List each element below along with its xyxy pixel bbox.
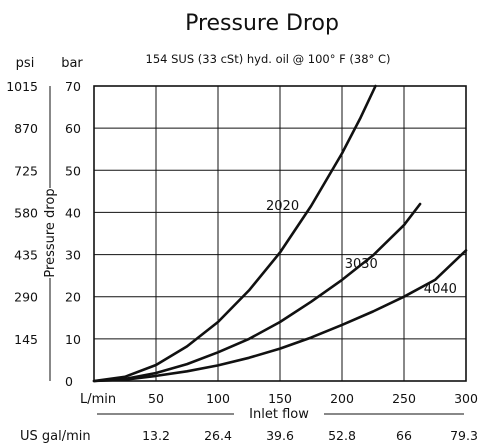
x-tick-label: 250 [392, 391, 416, 406]
y-axis-label: Pressure drop [43, 188, 58, 277]
bar-tick-label: 0 [65, 374, 73, 389]
psi-tick-label: 580 [14, 205, 38, 220]
x-tick-label: 150 [268, 391, 292, 406]
x-secondary-tick-label: 66 [396, 428, 412, 443]
bar-tick-label: 60 [65, 121, 81, 136]
x-tick-label: 100 [206, 391, 230, 406]
psi-axis-line [42, 86, 58, 381]
bar-tick-label: 20 [65, 290, 81, 305]
x-secondary-tick-label: 52.8 [328, 428, 356, 443]
series-label-3030: 3030 [345, 257, 378, 272]
x-unit-primary: L/min [80, 392, 116, 407]
series-line-3030 [92, 202, 422, 383]
x-tick-label: 50 [148, 391, 164, 406]
x-secondary-tick-labels: 13.2 26.4 39.6 52.8 66 79.3 [142, 428, 478, 443]
x-tick-label: 200 [330, 391, 354, 406]
x-secondary-tick-label: 13.2 [142, 428, 170, 443]
chart-subtitle: 154 SUS (33 cSt) hyd. oil @ 100° F (38° … [146, 52, 391, 66]
grid-lines [93, 85, 467, 382]
y-label-background [42, 188, 58, 278]
psi-tick-label: 870 [14, 121, 38, 136]
series-label-4040: 4040 [424, 282, 457, 297]
x-secondary-tick-label: 39.6 [266, 428, 294, 443]
series-line-4040 [92, 249, 468, 383]
y-unit-left-psi: psi [16, 56, 35, 71]
psi-tick-label: 145 [14, 332, 38, 347]
series-label-2020: 2020 [266, 199, 299, 214]
x-secondary-tick-label: 26.4 [204, 428, 232, 443]
series-lines [92, 84, 468, 383]
psi-tick-label: 290 [14, 290, 38, 305]
bar-tick-label: 70 [65, 79, 81, 94]
x-tick-label: 300 [454, 391, 478, 406]
bar-tick-label: 30 [65, 248, 81, 263]
series-line-2020 [92, 84, 377, 383]
bar-tick-label: 10 [65, 332, 81, 347]
bar-tick-labels: 0 10 20 30 40 50 60 70 [65, 79, 81, 389]
x-axis-label: Inlet flow [249, 407, 309, 422]
psi-tick-label: 435 [14, 248, 38, 263]
x-unit-secondary: US gal/min [20, 429, 91, 444]
y-unit-right-bar: bar [61, 56, 83, 71]
psi-tick-labels: 145 290 435 580 725 870 1015 [6, 79, 38, 347]
bar-tick-label: 40 [65, 205, 81, 220]
bar-tick-label: 50 [65, 163, 81, 178]
chart-title: Pressure Drop [185, 11, 339, 36]
psi-tick-label: 1015 [6, 79, 38, 94]
psi-tick-label: 725 [14, 163, 38, 178]
series-labels: 2020 3030 4040 [266, 199, 457, 297]
x-secondary-tick-label: 79.3 [450, 428, 478, 443]
x-tick-labels: 50 100 150 200 250 300 [148, 391, 478, 406]
